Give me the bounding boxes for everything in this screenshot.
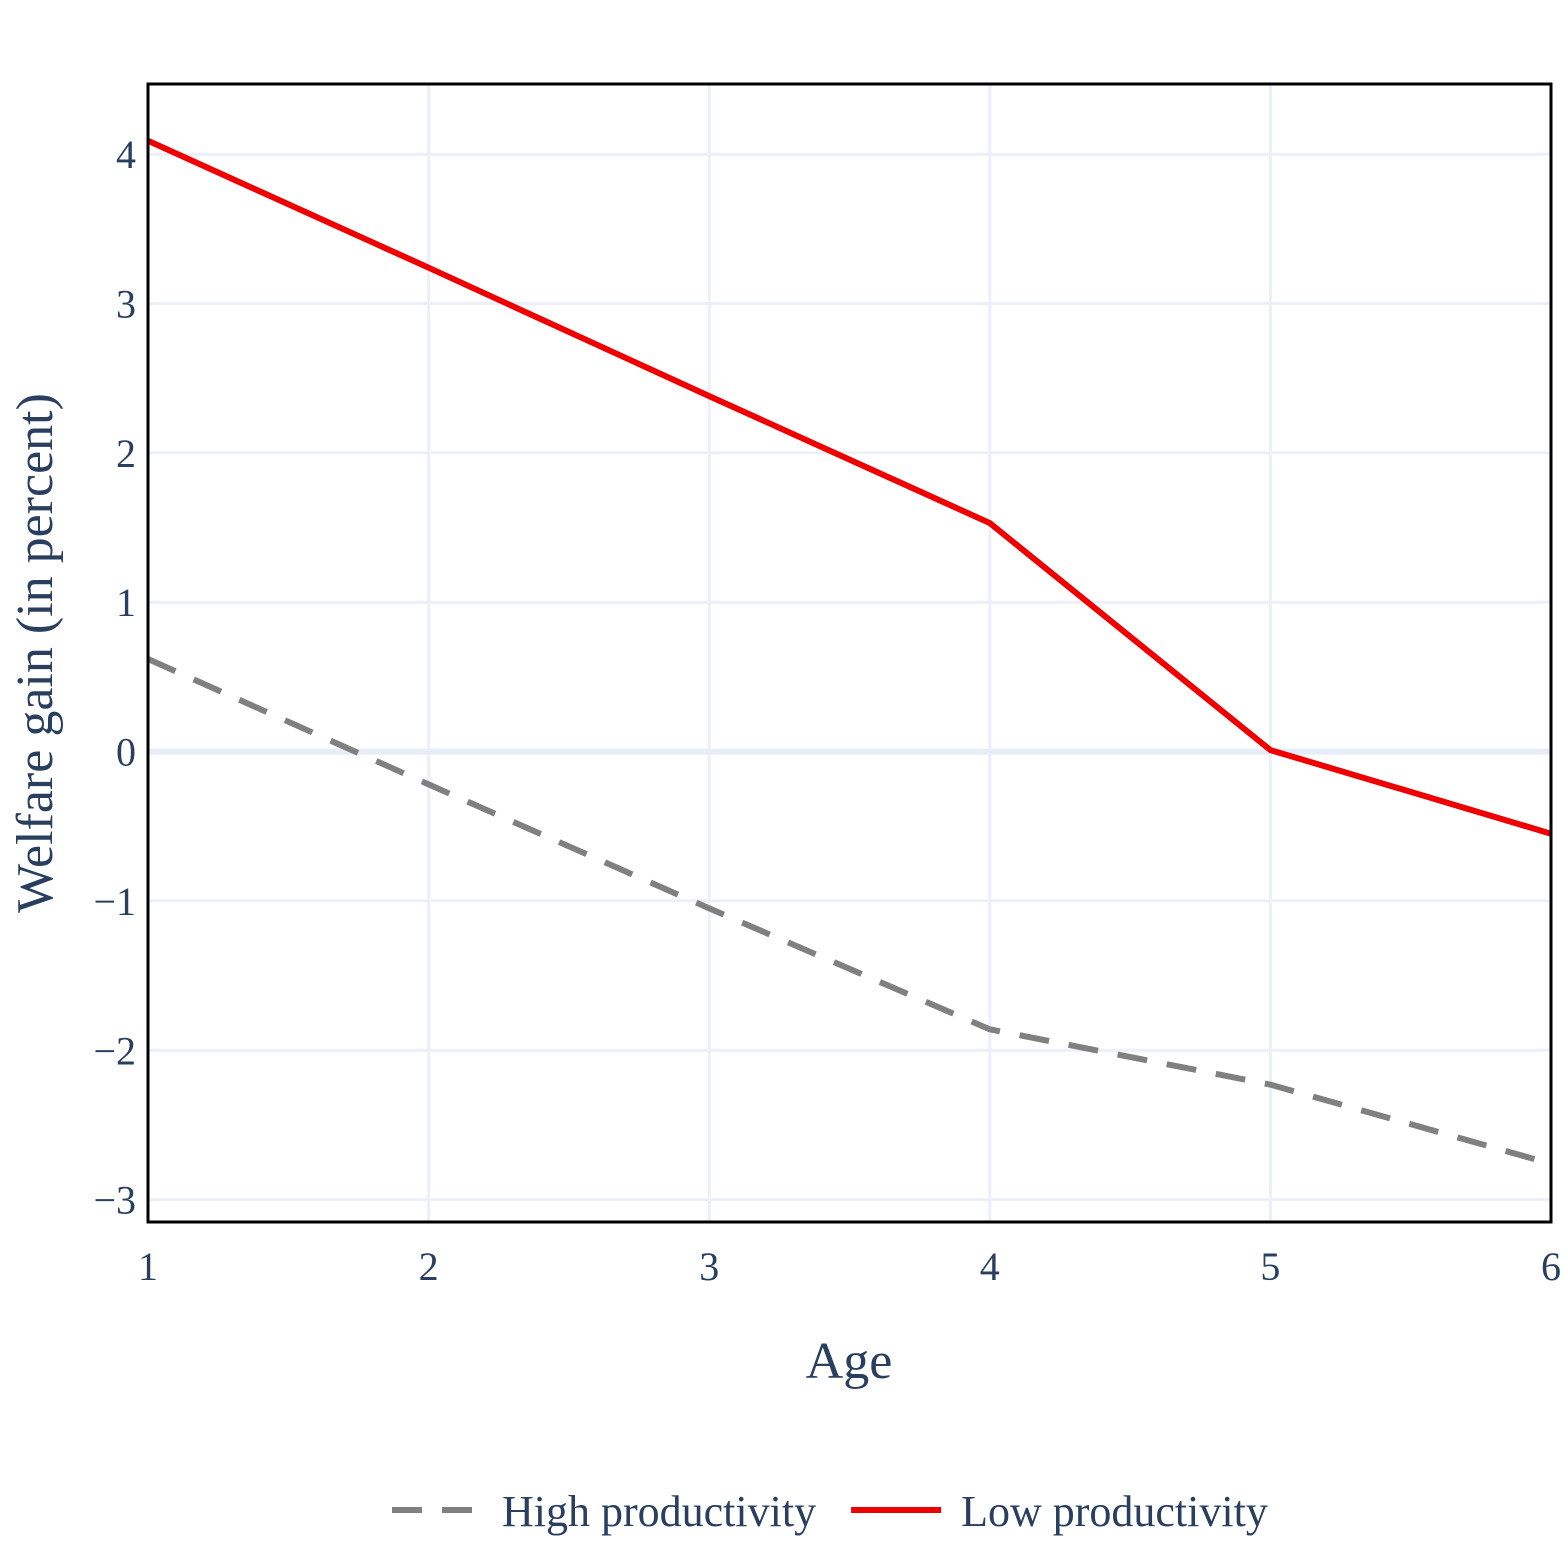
y-tick-label: 1 <box>116 580 136 625</box>
y-tick-labels: −3 −2 −1 0 1 2 3 4 <box>93 132 136 1222</box>
y-tick-label: −1 <box>93 879 136 924</box>
y-axis-title: Welfare gain (in percent) <box>7 393 64 913</box>
legend-label: Low productivity <box>961 1487 1268 1536</box>
y-tick-label: 4 <box>116 132 136 177</box>
y-tick-label: −3 <box>93 1178 136 1223</box>
series-line-high-productivity <box>148 656 1551 1167</box>
legend-label: High productivity <box>502 1487 816 1536</box>
plot-frame <box>146 82 1553 1224</box>
x-tick-label: 5 <box>1260 1244 1280 1289</box>
y-tick-label: 3 <box>116 282 136 327</box>
x-tick-labels: 1 2 3 4 5 6 <box>138 1244 1561 1289</box>
x-tick-label: 1 <box>138 1244 158 1289</box>
x-tick-label: 2 <box>419 1244 439 1289</box>
legend-item: Low productivity <box>851 1487 1268 1536</box>
legend: High productivity Low productivity <box>392 1487 1268 1536</box>
x-axis-title: Age <box>806 1333 893 1390</box>
series-line-low-productivity <box>148 138 1551 837</box>
y-tick-label: 2 <box>116 431 136 476</box>
series-layer <box>148 138 1551 1167</box>
y-tick-label: −2 <box>93 1028 136 1073</box>
legend-item: High productivity <box>392 1487 816 1536</box>
grid <box>146 84 1553 1222</box>
x-tick-label: 3 <box>699 1244 719 1289</box>
y-tick-label: 0 <box>116 730 136 775</box>
x-tick-label: 6 <box>1541 1244 1561 1289</box>
x-tick-label: 4 <box>980 1244 1000 1289</box>
